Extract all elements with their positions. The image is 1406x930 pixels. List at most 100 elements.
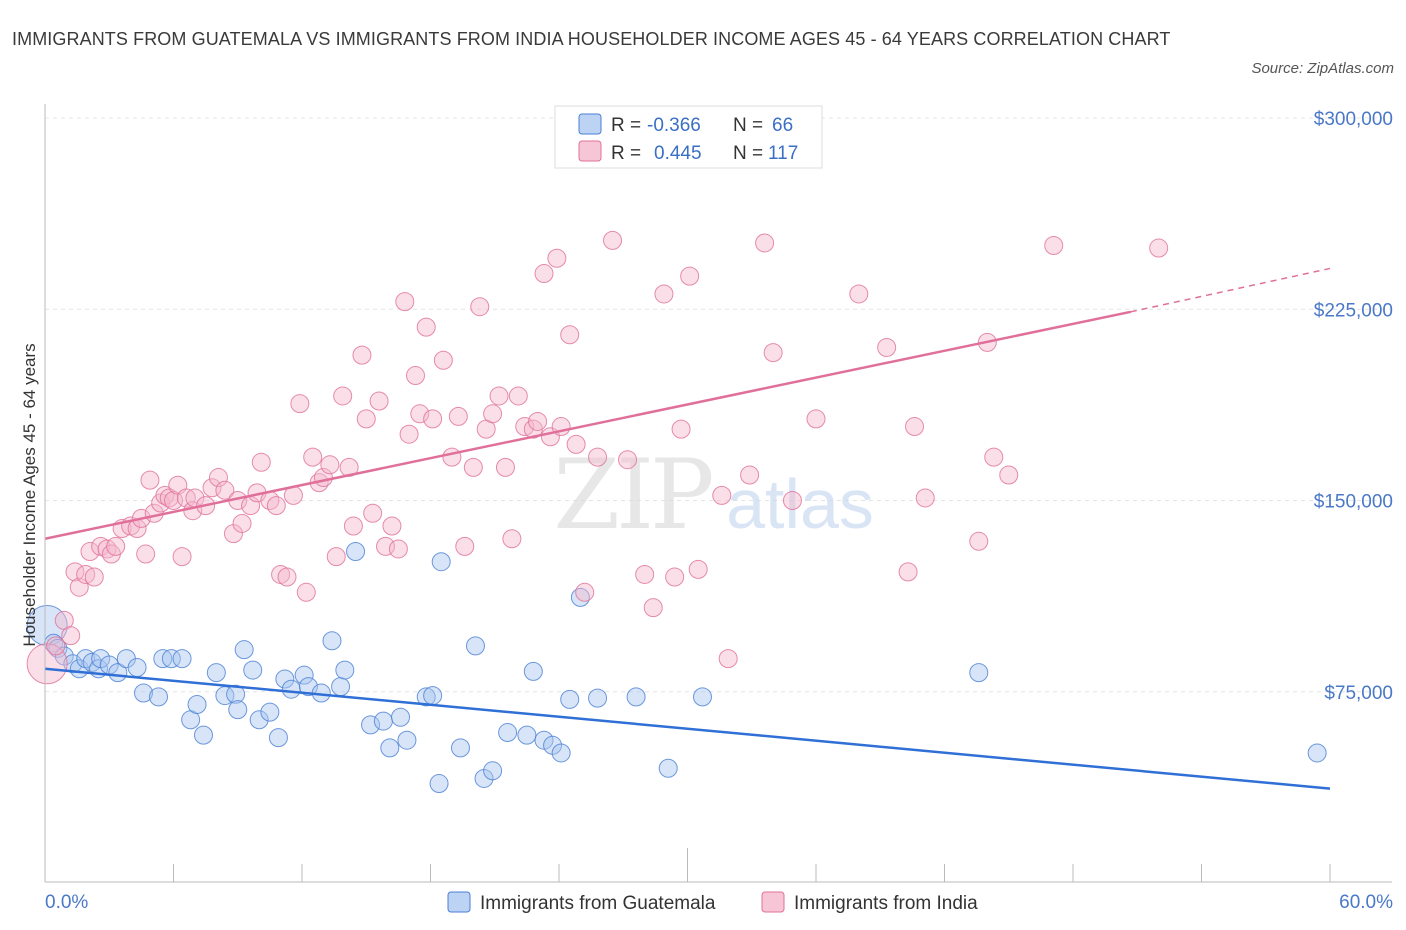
point-india [740, 465, 760, 485]
point-india [508, 386, 528, 406]
point-guatemala [423, 686, 443, 706]
point-india [382, 516, 402, 536]
point-india [915, 488, 935, 508]
point-india [172, 547, 192, 567]
point-guatemala [187, 695, 207, 714]
y-tick-label: $75,000 [1324, 683, 1393, 704]
point-guatemala [391, 707, 411, 727]
point-india [665, 567, 685, 587]
trend-line-india-extension [1130, 267, 1331, 313]
point-guatemala [331, 677, 351, 697]
point-guatemala [450, 738, 470, 758]
point-guatemala [48, 638, 68, 658]
point-india [603, 230, 623, 250]
series-guatemala-points [26, 542, 1327, 794]
point-guatemala [268, 728, 288, 748]
legend-r-value-india: 0.445 [654, 143, 702, 164]
point-guatemala [206, 663, 226, 683]
legend-swatch-india [578, 140, 602, 162]
x-tick-label-min: 0.0% [45, 892, 88, 913]
point-guatemala [149, 687, 169, 707]
point-guatemala [380, 738, 400, 758]
point-india [433, 350, 453, 370]
series-legend-swatch-india [761, 891, 785, 913]
series-legend: Immigrants from Guatemala Immigrants fro… [447, 891, 978, 914]
point-india [251, 452, 271, 472]
watermark-atlas: atlas [726, 465, 874, 543]
point-india [406, 366, 426, 386]
point-india [528, 411, 548, 431]
point-india [635, 564, 655, 584]
point-guatemala [346, 542, 366, 561]
point-india [442, 447, 462, 467]
point-india [898, 562, 918, 582]
point-guatemala [193, 725, 213, 745]
point-india [106, 536, 126, 556]
series-india-points [26, 230, 1169, 685]
point-india [410, 404, 430, 424]
y-axis-label: Householder Income Ages 45 - 64 years [20, 343, 39, 646]
point-india [806, 409, 826, 429]
point-india [680, 266, 700, 286]
point-india [1044, 236, 1064, 255]
x-axis-ticks: 0.0% 60.0% [45, 892, 1393, 913]
point-india [277, 567, 297, 587]
point-guatemala [626, 687, 646, 707]
point-india [483, 404, 503, 424]
point-india [463, 457, 483, 477]
point-india [654, 284, 674, 304]
point-guatemala [243, 660, 263, 680]
legend-n-value-guatemala: 66 [772, 115, 793, 136]
point-india [877, 338, 897, 357]
watermark: ZIP atlas [553, 439, 874, 551]
point-guatemala [431, 552, 451, 572]
point-india [671, 419, 691, 439]
point-india [69, 577, 89, 597]
chart-title: IMMIGRANTS FROM GUATEMALA VS IMMIGRANTS … [12, 29, 1171, 49]
point-india [782, 491, 802, 510]
point-india [388, 539, 408, 559]
point-india [208, 468, 228, 488]
point-india [905, 417, 925, 437]
legend-n-value-india: 117 [768, 143, 798, 164]
y-tick-label: $300,000 [1314, 109, 1393, 130]
point-india [763, 343, 783, 363]
point-guatemala [322, 631, 342, 651]
point-guatemala [249, 710, 269, 730]
point-india [333, 386, 353, 406]
point-guatemala [294, 665, 314, 685]
point-india [356, 409, 376, 429]
point-india [588, 447, 608, 467]
chart-source: Source: ZipAtlas.com [1251, 60, 1394, 77]
point-india [61, 626, 81, 646]
point-guatemala [335, 660, 355, 680]
point-india [969, 531, 989, 551]
series-legend-label-guatemala: Immigrants from Guatemala [480, 893, 716, 914]
point-india [84, 567, 104, 587]
point-india [343, 516, 363, 536]
point-guatemala [551, 743, 571, 763]
point-guatemala [465, 636, 485, 656]
point-guatemala [172, 649, 192, 669]
point-india [326, 547, 346, 567]
point-india [395, 292, 415, 312]
point-india [575, 582, 595, 602]
point-guatemala [588, 688, 608, 708]
point-india [423, 409, 443, 429]
point-guatemala [517, 725, 537, 745]
point-guatemala [361, 715, 381, 735]
point-india [1149, 238, 1169, 258]
point-guatemala [429, 774, 449, 794]
axes [44, 104, 1392, 883]
point-india [560, 325, 580, 345]
point-india [320, 455, 340, 475]
point-india [566, 434, 586, 454]
point-guatemala [483, 761, 503, 781]
trend-line-india [44, 310, 1132, 540]
point-guatemala [127, 658, 147, 678]
point-guatemala [397, 730, 417, 750]
point-guatemala [260, 702, 280, 722]
series-legend-swatch-guatemala [447, 891, 471, 913]
y-axis-ticks: $75,000 $150,000 $225,000 $300,000 [1314, 109, 1393, 704]
point-india [46, 636, 66, 656]
